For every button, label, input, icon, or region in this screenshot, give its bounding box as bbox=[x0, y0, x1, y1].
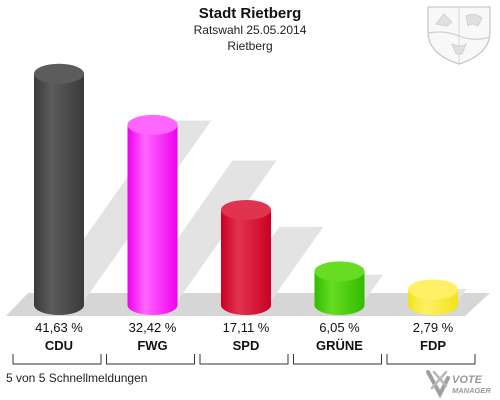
value-label-fwg: 32,42 % bbox=[129, 320, 177, 335]
value-label-cdu: 41,63 % bbox=[35, 320, 83, 335]
category-brackets bbox=[12, 354, 476, 365]
logo-vote: VOTE bbox=[452, 374, 483, 386]
value-label-fdp: 2,79 % bbox=[413, 320, 454, 335]
chart-subtitle: Ratswahl 25.05.2014 bbox=[194, 23, 307, 37]
bracket-cdu bbox=[12, 354, 102, 365]
category-label-fwg: FWG bbox=[137, 338, 167, 353]
bracket-fdp bbox=[386, 354, 476, 365]
bar-top-fdp bbox=[408, 279, 458, 300]
bar-top-fwg bbox=[127, 114, 178, 135]
bracket-fwg bbox=[106, 354, 195, 365]
value-label-grne: 6,05 % bbox=[319, 320, 360, 335]
bar-top-grne bbox=[314, 261, 365, 282]
status-text: 5 von 5 Schnellmeldungen bbox=[6, 371, 147, 385]
logo-manager: MANAGER bbox=[452, 386, 491, 395]
bars bbox=[34, 63, 458, 315]
bar-grne bbox=[314, 271, 365, 315]
category-label-spd: SPD bbox=[233, 338, 260, 353]
bracket-spd bbox=[199, 354, 289, 365]
coat-of-arms-icon bbox=[427, 6, 491, 65]
chart-location: Rietberg bbox=[227, 39, 272, 53]
chart-title: Stadt Rietberg bbox=[199, 5, 302, 22]
bar-top-spd bbox=[221, 199, 271, 220]
bar-labels: 41,63 % CDU 32,42 % FWG 17,11 % SPD 6,05 % GRÜN… bbox=[35, 320, 454, 353]
value-label-spd: 17,11 % bbox=[223, 320, 270, 335]
bar-top-cdu bbox=[34, 63, 84, 84]
bar-fwg bbox=[127, 124, 178, 315]
bracket-grne bbox=[293, 354, 382, 365]
bar-spd bbox=[221, 209, 271, 315]
category-label-cdu: CDU bbox=[45, 338, 73, 353]
check-cross-icon bbox=[426, 370, 450, 399]
category-label-grne: GRÜNE bbox=[316, 338, 363, 353]
category-label-fdp: FDP bbox=[420, 338, 446, 353]
vote-manager-logo: VOTE MANAGER bbox=[426, 370, 491, 399]
bar-cdu bbox=[34, 73, 84, 315]
